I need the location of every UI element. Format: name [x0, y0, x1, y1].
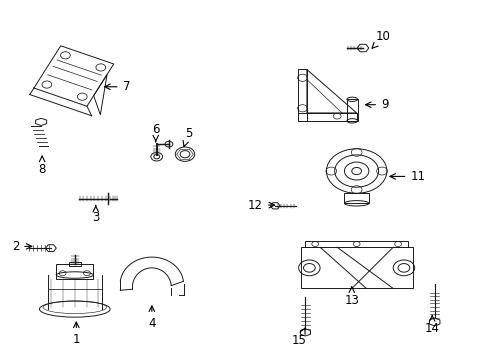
Text: 6: 6	[152, 123, 159, 142]
Text: 4: 4	[148, 306, 155, 330]
Bar	[300, 247, 412, 288]
Text: 12: 12	[247, 199, 274, 212]
Text: 13: 13	[344, 287, 359, 307]
Text: 10: 10	[371, 30, 390, 48]
Bar	[69, 262, 81, 266]
Bar	[56, 264, 93, 279]
Bar	[298, 113, 356, 121]
Text: 2: 2	[12, 240, 32, 253]
Bar	[298, 69, 306, 121]
Bar	[344, 193, 368, 203]
Bar	[346, 99, 357, 121]
Text: 9: 9	[365, 98, 388, 111]
Text: 8: 8	[39, 156, 46, 176]
Text: 14: 14	[424, 316, 439, 335]
Text: 11: 11	[389, 170, 425, 183]
Text: 7: 7	[104, 80, 130, 93]
Text: 15: 15	[291, 328, 306, 347]
Text: 3: 3	[92, 206, 99, 224]
Text: 5: 5	[183, 127, 192, 147]
Text: 1: 1	[72, 322, 80, 346]
Bar	[305, 241, 407, 247]
